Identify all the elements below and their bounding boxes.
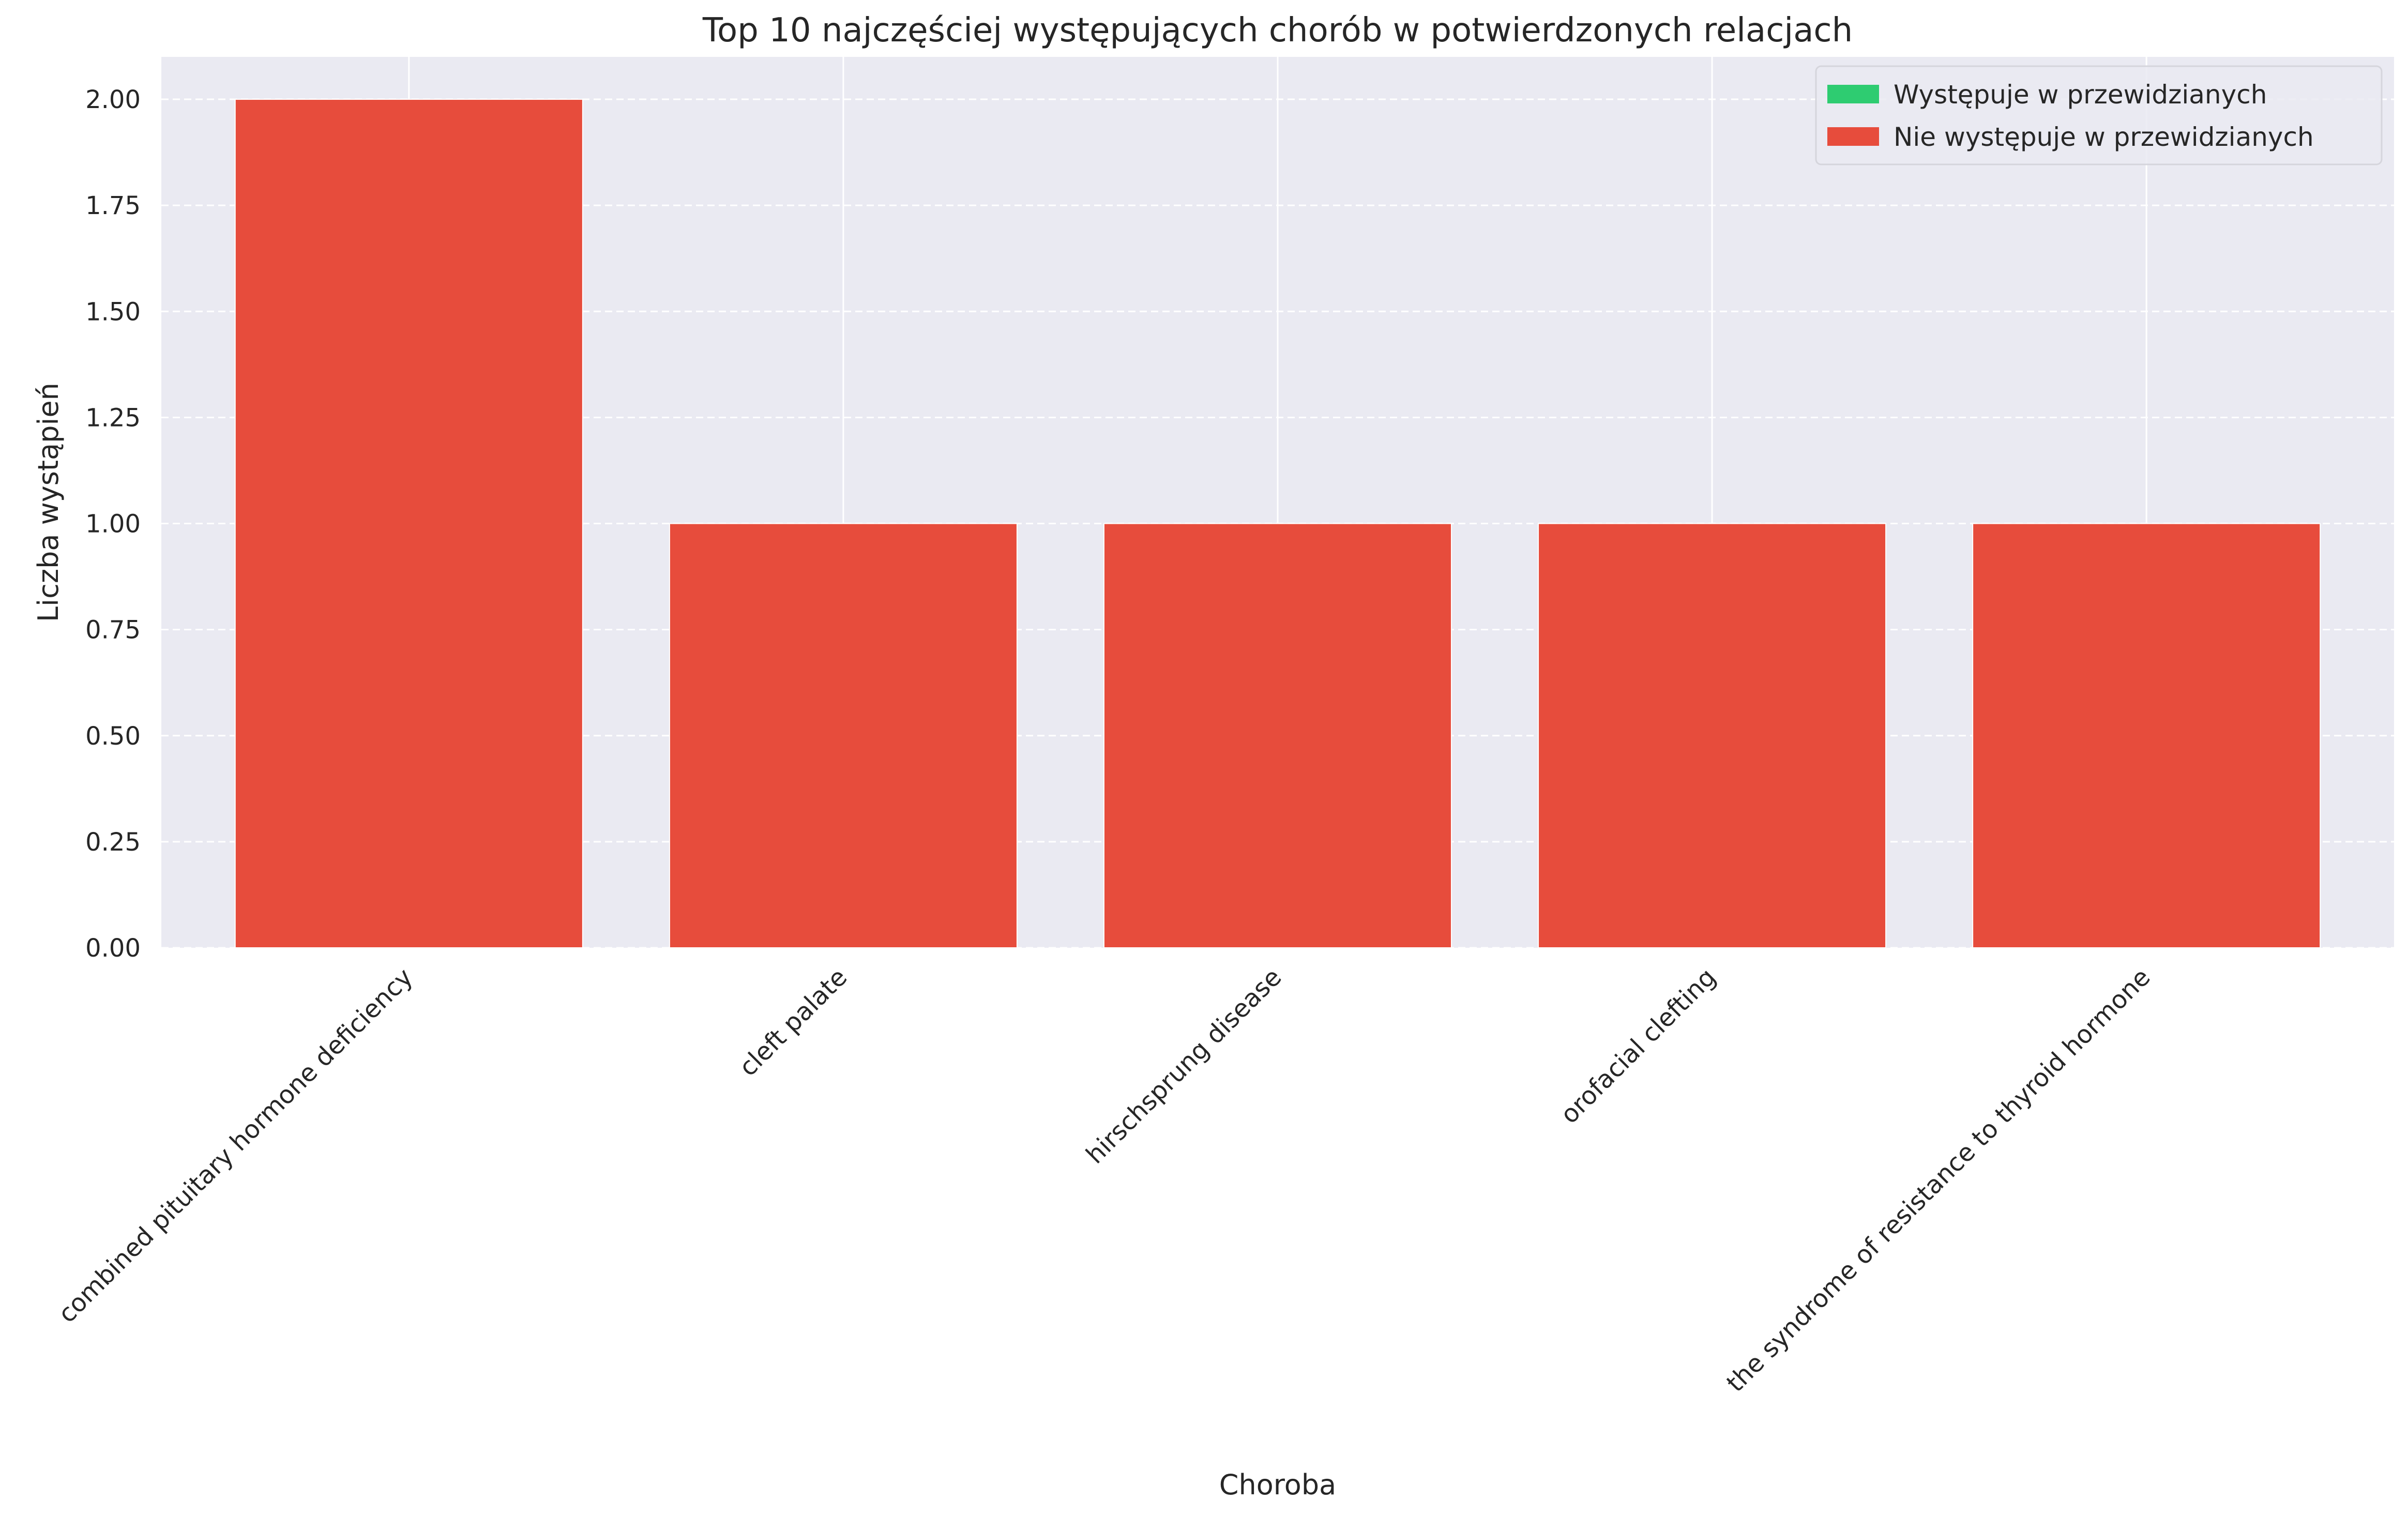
x-axis-title: Choroba xyxy=(1219,1468,1336,1501)
y-tick-label: 2.00 xyxy=(85,85,141,114)
y-axis-ticks: 0.00 0.25 0.50 0.75 1.00 1.25 1.50 1.75 2.00 xyxy=(85,85,141,963)
legend-swatch xyxy=(1827,85,1879,103)
x-tick-label: combined pituitary hormone deficiency xyxy=(53,963,419,1329)
legend-swatch xyxy=(1827,127,1879,146)
bar-not-predicted xyxy=(234,99,583,949)
y-tick-label: 1.25 xyxy=(85,403,141,432)
x-tick-label: orofacial clefting xyxy=(1555,963,1721,1129)
y-tick-label: 0.25 xyxy=(85,828,141,857)
y-axis-title: Liczba wystąpień xyxy=(32,383,65,622)
y-tick-label: 0.50 xyxy=(85,722,141,751)
chart-title: Top 10 najczęściej występujących chorób … xyxy=(702,11,1853,50)
y-tick-label: 1.75 xyxy=(85,191,141,220)
legend-box xyxy=(1815,65,2383,165)
bar-not-predicted xyxy=(1103,523,1452,948)
bar-not-predicted xyxy=(1972,523,2321,948)
bar-not-predicted xyxy=(669,523,1018,948)
bars xyxy=(234,99,2321,949)
y-tick-label: 0.75 xyxy=(85,616,141,645)
x-tick-label: hirschsprung disease xyxy=(1081,963,1288,1170)
x-tick-label: cleft palate xyxy=(734,963,853,1082)
x-axis-ticks: combined pituitary hormone deficiency cle… xyxy=(53,963,2156,1398)
y-tick-label: 1.00 xyxy=(85,510,141,539)
y-tick-label: 1.50 xyxy=(85,297,141,326)
bar-not-predicted xyxy=(1538,523,1887,948)
legend-label: Występuje w przewidzianych xyxy=(1894,80,2267,110)
x-tick-label: the syndrome of resistance to thyroid ho… xyxy=(1721,963,2156,1398)
y-tick-label: 0.00 xyxy=(85,934,141,963)
legend: Występuje w przewidzianych Nie występuje … xyxy=(1815,65,2383,165)
legend-label: Nie występuje w przewidzianych xyxy=(1894,122,2314,152)
